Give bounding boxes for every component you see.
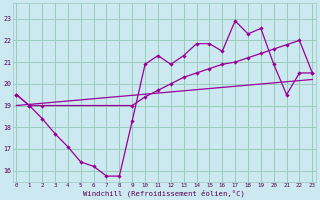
X-axis label: Windchill (Refroidissement éolien,°C): Windchill (Refroidissement éolien,°C) xyxy=(84,189,245,197)
